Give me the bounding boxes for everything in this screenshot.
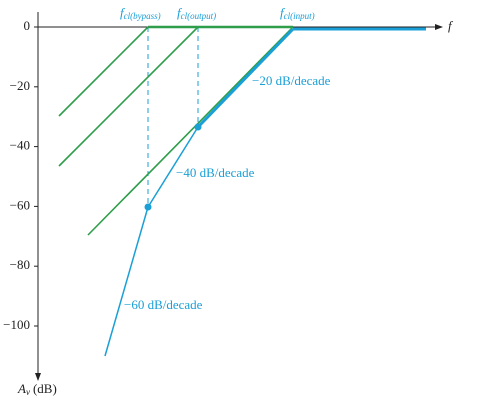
- y-tick-label: −40: [10, 138, 30, 153]
- break-point: [144, 203, 152, 211]
- slope-label: −60 dB/decade: [124, 297, 203, 312]
- y-axis-label: Av (dB): [17, 381, 57, 397]
- slope-label: −20 dB/decade: [252, 73, 331, 88]
- y-ticks: 0 −20 −40 −60 −80 −100: [3, 18, 38, 332]
- slope-label: −40 dB/decade: [176, 165, 255, 180]
- freq-label: fcl(input): [280, 5, 315, 21]
- y-tick-label: 0: [24, 18, 31, 33]
- y-tick-label: −20: [10, 78, 30, 93]
- y-tick-label: −60: [10, 197, 30, 212]
- freq-label: fcl(output): [177, 5, 216, 21]
- asymptotes: [58, 25, 294, 236]
- y-tick-label: −100: [3, 317, 30, 332]
- freq-label: fcl(bypass): [120, 5, 161, 21]
- y-tick-label: −80: [10, 257, 30, 272]
- break-point: [194, 123, 202, 131]
- x-axis-label: f: [448, 18, 454, 33]
- response: [104, 27, 426, 357]
